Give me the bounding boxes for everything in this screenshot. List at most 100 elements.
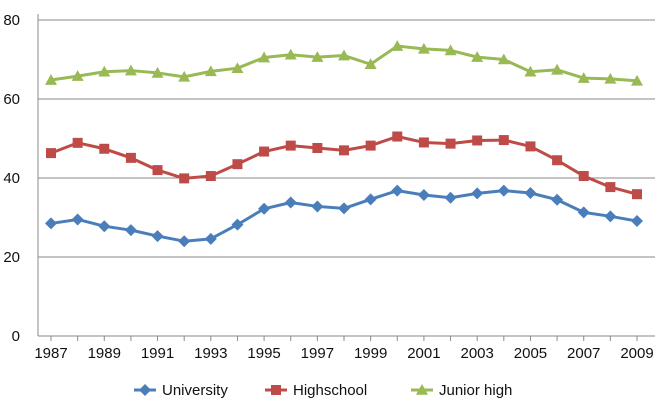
university-point — [338, 202, 350, 215]
highschool-point — [418, 137, 429, 148]
highschool-point — [232, 159, 243, 170]
university-point — [124, 224, 137, 237]
university-point — [231, 218, 244, 231]
university-point — [258, 202, 271, 215]
university-point — [444, 191, 457, 204]
highschool-point — [259, 146, 270, 157]
highschool-point — [445, 138, 456, 149]
legend-item-university: University — [134, 382, 228, 399]
x-tick-label: 1989 — [88, 345, 121, 362]
legend-label: Junior high — [439, 382, 512, 399]
legend-item-highschool: Highschool — [265, 382, 367, 399]
university-point — [497, 184, 510, 197]
series-highschool — [46, 131, 642, 200]
x-tick-label: 1995 — [247, 345, 280, 362]
highschool-point — [472, 135, 483, 146]
x-tick-label: 2003 — [460, 345, 493, 362]
highschool-line — [50, 135, 638, 196]
axes — [37, 14, 655, 341]
legend-swatch-marker — [271, 385, 281, 395]
junior-high-point — [551, 63, 564, 75]
junior-high-point — [124, 64, 137, 76]
junior-high-point — [258, 51, 271, 63]
highschool-point — [498, 135, 509, 146]
university-point — [604, 210, 617, 223]
y-tick-label: 20 — [3, 249, 20, 266]
highschool-point — [205, 171, 216, 182]
highschool-point — [46, 148, 56, 159]
x-tick-label: 2001 — [407, 345, 440, 362]
junior-high-point — [284, 48, 297, 60]
y-tick-label: 80 — [3, 12, 20, 29]
legend-label: University — [162, 382, 228, 399]
highschool-point — [578, 171, 589, 182]
university-point — [178, 235, 191, 248]
university-point — [631, 215, 643, 228]
junior-high-point — [577, 72, 590, 83]
series-university — [45, 184, 643, 248]
highschool-point — [179, 173, 190, 184]
legend-item-junior-high: Junior high — [411, 382, 512, 399]
junior-high-point — [98, 65, 111, 77]
x-tick-label: 2005 — [514, 345, 547, 362]
x-tick-label: 1991 — [141, 345, 174, 362]
x-tick-label: 1993 — [194, 345, 227, 362]
legend-swatch-marker — [416, 384, 428, 395]
y-tick-label: 0 — [12, 328, 20, 345]
junior-high-point — [471, 51, 484, 62]
series-junior-high — [45, 40, 643, 86]
legend-swatch-marker — [139, 384, 151, 396]
university-line — [50, 189, 638, 243]
highschool-point — [632, 189, 642, 200]
x-axis-tick-labels: 1987 1989 1991 1993 1995 1997 1999 2001 2003 2005… — [34, 345, 653, 362]
x-tick-label: 1999 — [354, 345, 387, 362]
x-tick-label: 1997 — [301, 345, 334, 362]
junior-high-point — [231, 62, 244, 73]
university-point — [284, 196, 297, 209]
junior-high-point — [391, 40, 404, 51]
junior-high-point — [444, 44, 457, 56]
university-point — [71, 213, 84, 226]
x-tick-label: 1987 — [34, 345, 67, 362]
highschool-point — [365, 140, 376, 151]
junior-high-point — [364, 58, 377, 70]
university-point — [391, 184, 404, 197]
highschool-point — [605, 182, 616, 193]
junior-high-point — [311, 51, 324, 62]
y-tick-label: 60 — [3, 91, 20, 108]
highschool-point — [99, 143, 110, 154]
x-tick-label: 2009 — [620, 345, 653, 362]
y-axis-tick-labels: 0 20 40 60 80 — [3, 12, 20, 345]
highschool-point — [72, 137, 83, 148]
highschool-point — [525, 141, 536, 152]
university-point — [311, 200, 324, 213]
highschool-point — [125, 152, 136, 163]
x-tick-label: 2007 — [567, 345, 600, 362]
university-point — [524, 187, 537, 200]
university-point — [551, 193, 564, 206]
y-tick-label: 40 — [3, 170, 20, 187]
junior-high-point — [204, 65, 217, 77]
junior-high-point — [631, 74, 643, 86]
highschool-point — [552, 155, 563, 166]
series-group — [45, 40, 643, 248]
grid-lines — [38, 19, 655, 258]
junior-high-point — [338, 49, 350, 61]
university-point — [45, 217, 57, 230]
university-point — [204, 232, 217, 245]
junior-high-point — [178, 70, 191, 82]
junior-high-point — [604, 72, 617, 84]
legend: University Highschool Junior high — [134, 382, 512, 399]
highschool-point — [285, 140, 296, 151]
university-point — [471, 187, 484, 200]
junior-high-point — [71, 70, 84, 81]
highschool-point — [392, 131, 403, 142]
university-point — [151, 230, 164, 243]
junior-high-point — [524, 65, 537, 77]
junior-high-point — [45, 74, 57, 85]
university-point — [417, 188, 430, 201]
junior-high-point — [417, 42, 430, 54]
junior-high-point — [151, 66, 164, 78]
university-point — [364, 193, 377, 206]
